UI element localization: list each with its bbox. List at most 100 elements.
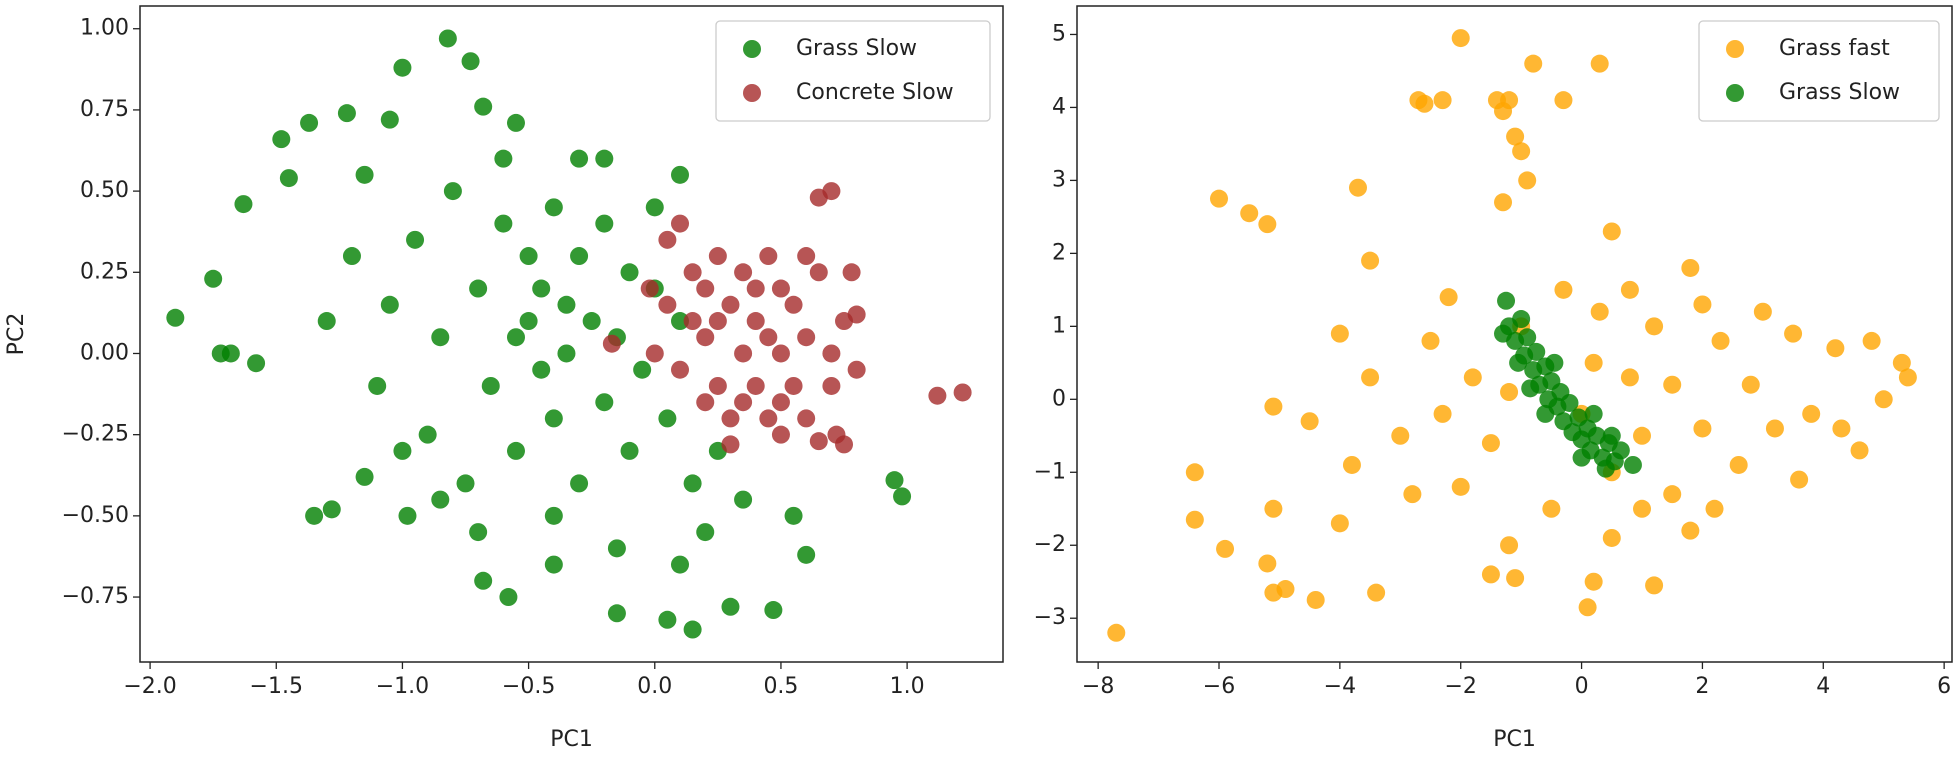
point [721,597,740,616]
y-tick-label: 0.25 [80,259,129,284]
x-tick-label: −8 [1082,674,1114,699]
point [247,354,266,373]
point [469,523,488,542]
y-tick-label: 4 [1052,94,1066,119]
point [953,383,972,402]
point [1663,485,1682,504]
point [337,104,356,123]
point [1784,324,1803,343]
point [1439,288,1458,307]
point [784,295,803,314]
point [1258,215,1277,234]
point [1602,426,1621,445]
point [570,247,589,266]
point [506,328,525,347]
point [544,555,563,574]
point [1536,404,1555,423]
point [645,198,664,217]
point [696,328,715,347]
point [1741,375,1760,394]
point [1451,29,1470,48]
point [234,195,253,214]
point [355,467,374,486]
point [456,474,475,493]
point [1729,455,1748,474]
point [658,230,677,249]
point [544,506,563,525]
point [885,471,904,490]
point [683,312,702,331]
point [1572,448,1591,467]
point [683,620,702,639]
point [1330,514,1349,533]
point [771,425,790,444]
point [355,165,374,184]
point [1681,258,1700,277]
point [607,604,626,623]
x-tick-label: −4 [1324,674,1356,699]
x-tick-label: −0.5 [502,674,555,699]
point [797,247,816,266]
x-tick-label: −1.5 [250,674,303,699]
point [1681,521,1700,540]
y-tick-label: 2 [1052,240,1066,265]
point [771,279,790,298]
point [708,376,727,395]
point [1542,499,1561,518]
point [1711,331,1730,350]
point [544,198,563,217]
point [746,312,765,331]
point [633,360,652,379]
point [1611,441,1630,460]
x-tick-label: 0.0 [637,674,672,699]
point [1527,342,1546,361]
point [1602,528,1621,547]
point [1433,404,1452,423]
x-tick-label: 0 [1575,674,1589,699]
point [595,393,614,412]
x-axis-label: PC1 [550,727,593,752]
point [1521,379,1540,398]
point [1185,510,1204,529]
point [1790,470,1809,489]
x-tick-label: 1.0 [890,674,925,699]
point [393,441,412,460]
point [771,344,790,363]
point [1216,539,1235,558]
point [595,149,614,168]
point [607,539,626,558]
point [683,474,702,493]
point [272,130,291,149]
point [1560,393,1579,412]
point [1620,280,1639,299]
point [1633,426,1652,445]
point [708,312,727,331]
point [1602,222,1621,241]
point [1850,441,1869,460]
point [519,247,538,266]
point [721,409,740,428]
point [1433,91,1452,110]
point [1264,397,1283,416]
point [443,182,462,201]
point [1361,368,1380,387]
x-tick-label: −6 [1203,674,1235,699]
point [671,555,690,574]
point [1240,204,1259,223]
point [734,344,753,363]
point [671,360,690,379]
point [1578,598,1597,617]
point [1403,485,1422,504]
point [1874,390,1893,409]
point [380,295,399,314]
x-tick-label: −1.0 [376,674,429,699]
x-tick-label: 6 [1937,674,1951,699]
point [519,312,538,331]
point [1524,54,1543,73]
point [759,247,778,266]
point [1306,590,1325,609]
point [1584,404,1603,423]
point [1421,331,1440,350]
point [300,113,319,132]
